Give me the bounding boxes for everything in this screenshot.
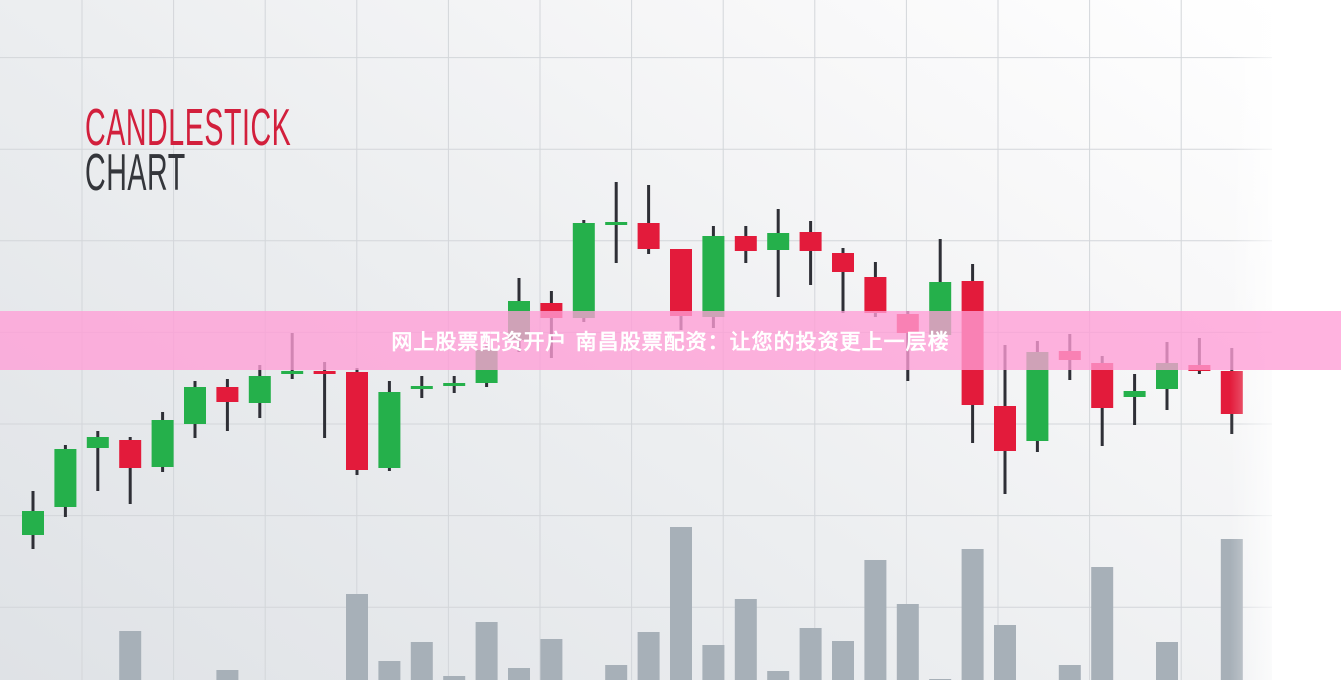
- candle: [670, 249, 692, 330]
- volume-bar: [410, 642, 433, 680]
- candle-body-up: [378, 392, 401, 468]
- volume-bars: [119, 527, 1243, 680]
- volume-bar: [896, 604, 919, 680]
- candle-body-down: [1091, 363, 1114, 408]
- volume-bar: [1156, 642, 1178, 680]
- candle: [216, 379, 239, 431]
- candle-body-down: [734, 236, 757, 251]
- candle: [832, 248, 854, 313]
- candle: [54, 445, 77, 517]
- volume-bar: [767, 671, 790, 680]
- candle: [799, 221, 822, 285]
- candle: [637, 185, 660, 254]
- candle: [734, 226, 757, 263]
- candle-body-up: [281, 371, 304, 374]
- candle-body-down: [637, 223, 660, 249]
- candle-wick: [225, 379, 229, 431]
- candle-body-up: [702, 236, 725, 317]
- banner: 网上股票配资开户 南昌股票配资：让您的投资更上一层楼: [0, 311, 1341, 370]
- candle: [248, 365, 271, 418]
- candle-body-up: [572, 223, 595, 318]
- candle-body-down: [864, 277, 887, 313]
- candle: [410, 376, 433, 398]
- candle-body-up: [248, 376, 271, 403]
- candle: [151, 412, 174, 472]
- candle-body-down: [799, 232, 822, 251]
- volume-bar: [994, 625, 1016, 680]
- candle-body-down: [832, 253, 854, 272]
- candle-wick: [1133, 374, 1137, 425]
- candle: [119, 437, 142, 504]
- volume-bar: [119, 631, 142, 680]
- candle: [994, 345, 1016, 494]
- candle: [86, 431, 109, 491]
- volume-bar: [961, 549, 984, 680]
- candle: [184, 381, 206, 438]
- volume-bar: [1091, 567, 1114, 680]
- volume-bar: [799, 628, 822, 680]
- volume-bar: [475, 622, 498, 680]
- candle-body-down: [216, 387, 239, 402]
- candle: [605, 182, 628, 263]
- candle-body-up: [54, 449, 77, 507]
- volume-bar: [864, 560, 887, 680]
- candle-body-up: [605, 222, 628, 225]
- candle: [572, 220, 595, 322]
- candle: [864, 262, 887, 317]
- volume-bar: [378, 661, 401, 680]
- volume-bar: [605, 665, 628, 680]
- candle-body-up: [1026, 352, 1049, 441]
- candle: [1026, 341, 1049, 452]
- candle-wick: [809, 221, 813, 285]
- volume-bar: [734, 599, 757, 680]
- volume-bar: [702, 645, 725, 680]
- candle: [313, 362, 336, 438]
- candle: [443, 376, 466, 393]
- candle-body-up: [184, 387, 206, 424]
- candle-wick: [128, 437, 132, 504]
- volume-bar: [508, 668, 530, 680]
- candle-wick: [776, 209, 780, 297]
- candle: [702, 226, 725, 328]
- candle-wick: [647, 185, 651, 254]
- candle-body-up: [151, 420, 174, 467]
- candle-body-up: [86, 437, 109, 448]
- candle-body-up: [410, 386, 433, 389]
- volume-bar: [670, 527, 692, 680]
- candle-body-down: [346, 372, 368, 470]
- candle-wick: [323, 362, 327, 438]
- candle: [1091, 356, 1114, 446]
- candle: [378, 381, 401, 471]
- candle-body-down: [994, 406, 1016, 451]
- volume-bar: [637, 632, 660, 680]
- candle: [22, 491, 44, 549]
- candle-body-down: [670, 249, 692, 316]
- volume-bar: [443, 676, 466, 680]
- volume-bar: [1058, 665, 1081, 680]
- candle-wick: [841, 248, 845, 313]
- candle-body-up: [443, 383, 466, 386]
- chart-title-line2: CHART: [85, 144, 186, 202]
- volume-bar: [832, 641, 854, 680]
- candle-body-up: [767, 233, 790, 250]
- candle-wick: [96, 431, 100, 491]
- candle-body-down: [119, 440, 142, 468]
- candle-body-down: [313, 371, 336, 374]
- volume-bar: [540, 639, 563, 680]
- chart-title-line1: CANDLESTICK: [85, 99, 292, 157]
- volume-bar: [216, 670, 239, 680]
- candle-body-up: [22, 511, 44, 535]
- banner-text: 网上股票配资开户 南昌股票配资：让您的投资更上一层楼: [391, 329, 950, 354]
- candle-body-up: [1123, 391, 1146, 397]
- volume-bar: [346, 594, 368, 680]
- candle: [767, 209, 790, 297]
- candle: [1123, 374, 1146, 425]
- candle: [346, 368, 368, 475]
